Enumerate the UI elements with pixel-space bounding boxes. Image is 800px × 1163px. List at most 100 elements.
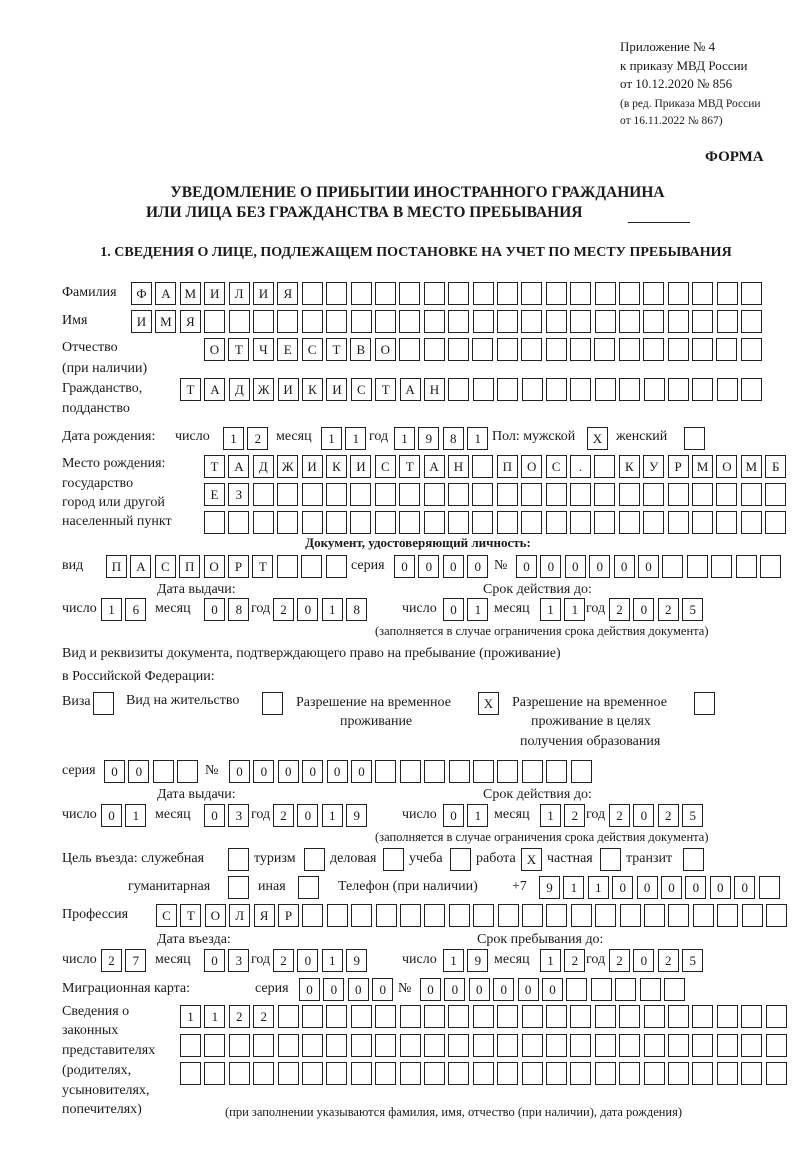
char-cell[interactable]: Т <box>399 455 421 478</box>
char-cell[interactable]: 2 <box>101 949 122 972</box>
char-cell[interactable] <box>252 511 274 534</box>
char-cell[interactable] <box>424 1062 445 1085</box>
char-cell[interactable] <box>375 1005 397 1028</box>
char-cell[interactable]: 0 <box>542 978 563 1001</box>
char-cell[interactable]: Р <box>667 455 689 478</box>
char-cell[interactable] <box>423 511 445 534</box>
char-cell[interactable]: С <box>374 455 396 478</box>
char-cell[interactable]: 1 <box>540 949 561 972</box>
char-cell[interactable] <box>545 310 567 333</box>
char-cell[interactable] <box>228 511 250 534</box>
char-cell[interactable] <box>375 904 397 927</box>
char-cell[interactable] <box>570 904 592 927</box>
char-cell[interactable]: 1 <box>467 598 489 621</box>
char-cell[interactable] <box>521 760 543 783</box>
char-cell[interactable] <box>758 876 780 899</box>
char-cell[interactable] <box>277 511 299 534</box>
char-cell[interactable]: 0 <box>104 760 125 783</box>
char-cell[interactable] <box>301 310 323 333</box>
char-cell[interactable] <box>546 1034 567 1057</box>
char-cell[interactable]: 0 <box>253 760 275 783</box>
char-cell[interactable]: 0 <box>612 876 634 899</box>
char-cell[interactable]: 0 <box>493 978 515 1001</box>
char-cell[interactable] <box>301 483 323 506</box>
char-cell[interactable]: 1 <box>467 804 489 827</box>
char-cell[interactable] <box>521 282 543 305</box>
char-cell[interactable] <box>424 1034 445 1057</box>
char-cell[interactable]: Я <box>179 310 201 333</box>
char-cell[interactable]: 0 <box>351 760 372 783</box>
char-cell[interactable] <box>740 483 762 506</box>
char-cell[interactable] <box>594 511 616 534</box>
char-cell[interactable] <box>619 904 641 927</box>
char-cell[interactable] <box>497 904 519 927</box>
char-cell[interactable]: Я <box>277 282 299 305</box>
char-cell[interactable] <box>204 511 225 534</box>
char-cell[interactable] <box>448 310 470 333</box>
char-cell[interactable] <box>522 904 543 927</box>
char-cell[interactable] <box>619 1005 641 1028</box>
char-cell[interactable]: Л <box>229 904 251 927</box>
char-cell[interactable]: 8 <box>228 598 250 621</box>
char-cell[interactable] <box>350 282 372 305</box>
char-cell[interactable] <box>448 1005 470 1028</box>
char-cell[interactable]: 5 <box>682 804 704 827</box>
char-cell[interactable] <box>740 511 762 534</box>
char-cell[interactable] <box>472 310 494 333</box>
char-cell[interactable] <box>741 1062 763 1085</box>
char-cell[interactable]: Д <box>228 378 250 401</box>
char-cell[interactable]: И <box>204 282 226 305</box>
char-cell[interactable] <box>545 338 567 361</box>
char-cell[interactable]: Т <box>180 904 202 927</box>
char-cell[interactable] <box>350 1005 372 1028</box>
char-cell[interactable]: И <box>131 310 152 333</box>
char-cell[interactable] <box>667 511 689 534</box>
char-cell[interactable]: 3 <box>228 804 250 827</box>
char-cell[interactable]: 1 <box>540 598 561 621</box>
char-cell[interactable] <box>545 511 567 534</box>
char-cell[interactable]: 9 <box>467 949 489 972</box>
char-cell[interactable] <box>692 1034 714 1057</box>
char-cell[interactable]: 0 <box>277 760 299 783</box>
char-cell[interactable] <box>643 483 665 506</box>
char-cell[interactable] <box>253 310 274 333</box>
char-cell[interactable]: 9 <box>346 804 368 827</box>
char-cell[interactable]: 0 <box>372 978 394 1001</box>
char-cell[interactable] <box>302 1034 323 1057</box>
char-cell[interactable] <box>716 378 738 401</box>
char-cell[interactable] <box>692 310 714 333</box>
char-cell[interactable] <box>496 483 518 506</box>
char-cell[interactable] <box>667 282 689 305</box>
char-cell[interactable] <box>711 555 733 578</box>
char-cell[interactable]: М <box>155 310 177 333</box>
char-cell[interactable]: К <box>326 455 347 478</box>
char-cell[interactable] <box>618 483 640 506</box>
char-cell[interactable] <box>521 1034 543 1057</box>
char-cell[interactable]: 0 <box>633 598 655 621</box>
char-cell[interactable] <box>521 511 543 534</box>
char-cell[interactable]: 0 <box>204 804 225 827</box>
char-cell[interactable] <box>472 483 494 506</box>
char-cell[interactable] <box>765 483 787 506</box>
char-cell[interactable] <box>472 1005 494 1028</box>
char-cell[interactable] <box>228 876 249 899</box>
char-cell[interactable] <box>619 378 641 401</box>
char-cell[interactable] <box>521 338 543 361</box>
char-cell[interactable] <box>594 483 616 506</box>
char-cell[interactable] <box>497 760 519 783</box>
char-cell[interactable] <box>350 1062 372 1085</box>
char-cell[interactable]: 0 <box>204 949 225 972</box>
char-cell[interactable]: 0 <box>297 804 319 827</box>
char-cell[interactable] <box>643 310 665 333</box>
char-cell[interactable] <box>600 848 621 871</box>
char-cell[interactable] <box>375 1034 397 1057</box>
char-cell[interactable]: 0 <box>613 555 635 578</box>
char-cell[interactable] <box>423 483 445 506</box>
char-cell[interactable] <box>668 904 690 927</box>
char-cell[interactable] <box>375 310 396 333</box>
char-cell[interactable] <box>277 310 299 333</box>
char-cell[interactable]: 0 <box>442 555 464 578</box>
char-cell[interactable]: 8 <box>442 427 464 450</box>
char-cell[interactable]: К <box>618 455 640 478</box>
char-cell[interactable] <box>472 282 494 305</box>
